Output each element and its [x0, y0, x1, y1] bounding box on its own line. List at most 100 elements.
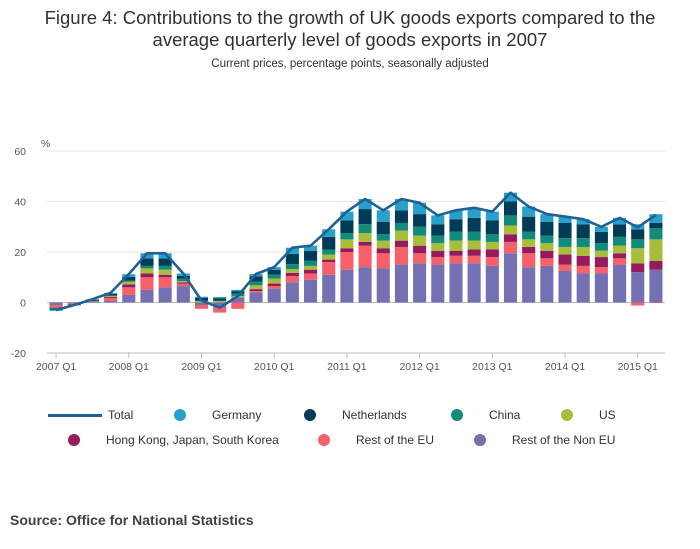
bar-hong-kong-japan-south-korea: [122, 284, 136, 288]
bar-germany: [522, 206, 536, 217]
bar-rest-of-the-eu: [176, 283, 190, 287]
legend-dot-swatch: [304, 409, 316, 421]
bar-germany: [376, 210, 390, 222]
bar-rest-of-the-eu: [158, 277, 172, 288]
bar-hong-kong-japan-south-korea: [449, 250, 463, 256]
bar-china: [340, 233, 354, 240]
chart-title-line1: Figure 4: Contributions to the growth of…: [44, 7, 656, 28]
bar-rest-of-the-eu: [503, 241, 518, 254]
bar-germany: [431, 215, 445, 225]
bar-rest-of-the-non-eu: [594, 273, 608, 303]
bar-hong-kong-japan-south-korea: [613, 253, 627, 259]
legend-item-china: China: [451, 408, 520, 422]
bar-china: [158, 265, 172, 270]
bar-netherlands: [304, 250, 318, 261]
bar-germany: [413, 202, 427, 215]
bar-netherlands: [467, 217, 481, 232]
bar-rest-of-the-non-eu: [67, 302, 81, 304]
bar-hong-kong-japan-south-korea: [558, 254, 572, 265]
bar-rest-of-the-non-eu: [413, 263, 427, 303]
bar-hong-kong-japan-south-korea: [267, 283, 281, 287]
bar-germany: [194, 296, 209, 298]
bar-germany: [485, 211, 499, 221]
bar-us: [376, 240, 390, 249]
bar-rest-of-the-non-eu: [249, 292, 263, 303]
bar-rest-of-the-non-eu: [322, 274, 336, 303]
bar-rest-of-the-non-eu: [122, 294, 136, 303]
bar-netherlands: [176, 275, 190, 279]
legend-label: China: [489, 408, 521, 422]
bar-rest-of-the-eu: [449, 255, 463, 264]
bar-china: [49, 308, 63, 309]
bar-hong-kong-japan-south-korea: [522, 246, 536, 254]
bar-netherlands: [449, 219, 463, 232]
bar-hong-kong-japan-south-korea: [140, 273, 154, 278]
bar-rest-of-the-eu: [576, 265, 590, 274]
bar-hong-kong-japan-south-korea: [358, 241, 372, 246]
x-tick-label: 2010 Q1: [254, 361, 294, 373]
bar-rest-of-the-eu: [285, 275, 299, 283]
bar-rest-of-the-non-eu: [104, 300, 118, 303]
bar-us: [413, 235, 427, 246]
bar-hong-kong-japan-south-korea: [304, 269, 318, 274]
bar-rest-of-the-non-eu: [158, 287, 172, 303]
bar-china: [540, 235, 554, 244]
x-tick-label: 2014 Q1: [545, 361, 585, 373]
legend-item-germany: Germany: [174, 408, 261, 422]
bar-us: [431, 243, 445, 251]
bar-rest-of-the-non-eu: [49, 302, 63, 306]
bar-germany: [394, 198, 408, 211]
legend-item-us: US: [561, 408, 616, 422]
bar-us: [158, 269, 172, 275]
bar-rest-of-the-eu: [249, 291, 263, 293]
bar-rest-of-the-non-eu: [358, 267, 372, 303]
bar-rest-of-the-eu: [394, 246, 408, 265]
bar-rest-of-the-non-eu: [140, 289, 154, 303]
bar-netherlands: [122, 276, 136, 281]
bar-china: [394, 222, 408, 231]
legend-label: Germany: [212, 408, 262, 422]
chart-title-line2: average quarterly level of goods exports…: [152, 29, 548, 50]
chart-title: Figure 4: Contributions to the growth of…: [0, 7, 700, 51]
legend-dot-swatch: [68, 434, 80, 446]
x-tick-label: 2011 Q1: [327, 361, 367, 373]
bar-netherlands: [213, 298, 227, 301]
bar-rest-of-the-non-eu: [503, 253, 518, 303]
bar-china: [122, 280, 136, 282]
bar-us: [104, 296, 118, 297]
bar-china: [85, 300, 99, 301]
bar-us: [467, 240, 481, 250]
bar-rest-of-the-non-eu: [613, 264, 627, 303]
bar-netherlands: [413, 214, 427, 227]
bar-germany: [467, 207, 481, 218]
legend-dot-swatch: [174, 409, 186, 421]
bar-netherlands: [540, 221, 554, 236]
bar-us: [49, 307, 63, 309]
bar-hong-kong-japan-south-korea: [340, 248, 354, 252]
bar-germany: [613, 217, 627, 225]
bar-rest-of-the-non-eu: [304, 279, 318, 303]
bar-netherlands: [613, 224, 627, 237]
x-tick-label: 2015 Q1: [618, 361, 658, 373]
bar-rest-of-the-non-eu: [176, 286, 190, 303]
legend-item-netherlands: Netherlands: [304, 408, 407, 422]
bar-rest-of-the-non-eu: [485, 265, 499, 303]
bar-us: [558, 246, 572, 255]
chart-legend: Total Germany Netherlands China US Hong …: [0, 400, 700, 460]
bar-us: [594, 250, 608, 258]
bar-netherlands: [631, 229, 645, 240]
bar-rest-of-the-eu: [631, 302, 645, 306]
bar-hong-kong-japan-south-korea: [285, 272, 299, 276]
bar-germany: [231, 289, 245, 292]
grid-layer: [47, 150, 665, 354]
bar-rest-of-the-non-eu: [449, 263, 463, 303]
bar-rest-of-the-non-eu: [631, 272, 645, 303]
bar-germany: [304, 245, 318, 251]
bar-hong-kong-japan-south-korea: [576, 255, 590, 266]
legend-dot-swatch: [561, 409, 573, 421]
bar-hong-kong-japan-south-korea: [49, 307, 63, 308]
bar-germany: [158, 253, 172, 259]
bar-us: [249, 285, 263, 290]
bar-us: [649, 239, 663, 261]
bar-hong-kong-japan-south-korea: [485, 249, 499, 258]
